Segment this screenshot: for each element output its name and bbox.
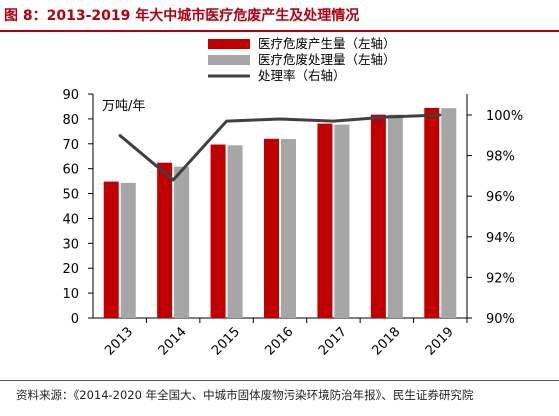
figure-title: 图 8：2013-2019 年大中城市医疗危废产生及处理情况: [4, 8, 360, 24]
x-tick-label: 2019: [423, 325, 457, 359]
right-tick-label: 98%: [486, 150, 515, 165]
left-tick-label: 0: [71, 312, 79, 327]
bar-treatment: [441, 108, 457, 318]
left-tick-label: 90: [62, 88, 79, 103]
x-tick-label: 2018: [369, 325, 403, 359]
left-tick-label: 10: [62, 287, 79, 302]
left-tick-label: 60: [62, 163, 79, 178]
bar-treatment: [120, 182, 136, 318]
bars: [103, 107, 457, 319]
title-rule: [0, 30, 559, 32]
rate-point: [171, 178, 175, 182]
legend-swatch-production: [208, 39, 250, 49]
right-tick-label: 90%: [486, 312, 515, 327]
rate-point: [332, 119, 335, 123]
left-tick-label: 70: [62, 138, 79, 153]
bar-production: [157, 162, 173, 318]
x-tick-label: 2016: [263, 325, 297, 359]
bar-production: [264, 138, 279, 318]
left-tick-label: 30: [62, 237, 79, 252]
bar-treatment: [281, 139, 296, 318]
source-note: 资料来源：《2014-2020 年全国大、中城市固体废物污染环境防治年报》、民生…: [16, 388, 474, 402]
x-tick-label: 2014: [156, 325, 190, 359]
left-axis-unit: 万吨/年: [102, 99, 145, 114]
bar-production: [370, 114, 386, 318]
legend-label-production: 医疗危废产生量（左轴）: [258, 36, 396, 51]
left-tick-label: 20: [62, 262, 79, 277]
bottom-rule: [0, 380, 559, 381]
legend-label-treatment: 医疗危废处理量（左轴）: [258, 52, 396, 67]
x-tick-label: 2013: [102, 325, 136, 359]
right-tick-label: 100%: [486, 109, 523, 124]
right-tick-label: 96%: [486, 190, 515, 205]
x-axis-ticks: 2013 2014 2015 2016 2017 2018 2019: [102, 318, 468, 359]
x-tick-label: 2015: [209, 325, 243, 359]
left-tick-label: 40: [62, 212, 79, 227]
bar-treatment: [387, 114, 403, 318]
bar-treatment: [174, 166, 190, 318]
bar-production: [103, 181, 119, 318]
bar-production: [210, 144, 226, 318]
legend-swatch-treatment: [208, 55, 250, 65]
rate-point: [278, 117, 282, 121]
right-axis: 90% 92% 94% 96% 98% 100%: [466, 94, 523, 327]
left-tick-label: 50: [62, 188, 79, 203]
rate-point: [385, 115, 389, 119]
left-axis: 0 10 20 30 40 50 60 70 80 90 万吨/年: [62, 88, 145, 327]
legend-label-rate: 处理率（右轴）: [258, 68, 346, 83]
bar-treatment: [227, 145, 243, 318]
rate-point: [118, 134, 121, 137]
bar-treatment: [334, 124, 350, 318]
chart: 医疗危废产生量（左轴） 医疗危废处理量（左轴） 处理率（右轴） 0 10 20 30 4…: [62, 36, 523, 359]
bar-production: [424, 107, 440, 318]
left-axis-ticks: 0 10 20 30 40 50 60 70 80 90: [62, 88, 93, 327]
bar-production: [317, 123, 333, 319]
rate-point: [225, 119, 228, 123]
right-axis-ticks: 90% 92% 94% 96% 98% 100%: [467, 109, 523, 327]
right-tick-label: 94%: [486, 231, 515, 246]
right-tick-label: 92%: [486, 271, 515, 286]
rate-point: [439, 113, 442, 117]
x-tick-label: 2017: [316, 325, 350, 359]
left-tick-label: 80: [62, 113, 79, 128]
rate-line-layer: [118, 113, 442, 182]
legend: 医疗危废产生量（左轴） 医疗危废处理量（左轴） 处理率（右轴）: [208, 36, 396, 83]
